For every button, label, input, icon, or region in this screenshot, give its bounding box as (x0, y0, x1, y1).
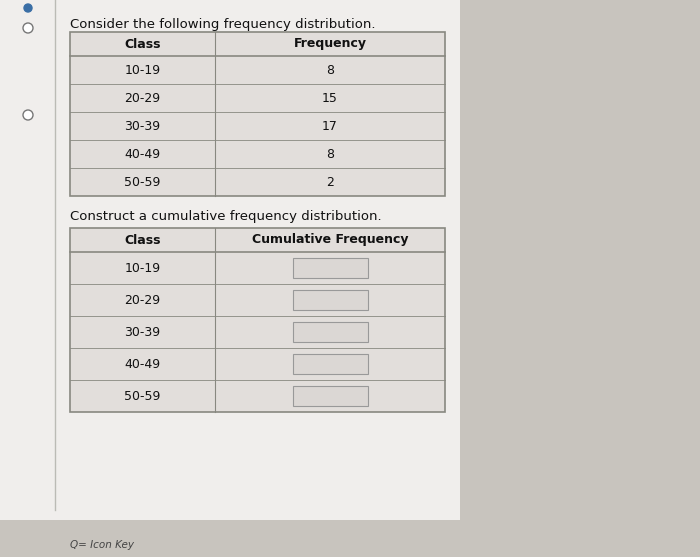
FancyBboxPatch shape (293, 258, 368, 278)
Text: 20-29: 20-29 (125, 91, 160, 105)
Text: 10-19: 10-19 (125, 261, 160, 275)
Text: Q= Icon Key: Q= Icon Key (70, 540, 134, 550)
Text: Frequency: Frequency (293, 37, 367, 51)
Text: 40-49: 40-49 (125, 358, 160, 370)
Text: 50-59: 50-59 (125, 175, 161, 188)
Text: 10-19: 10-19 (125, 63, 160, 76)
Text: 8: 8 (326, 63, 334, 76)
FancyBboxPatch shape (70, 32, 445, 196)
Circle shape (23, 23, 33, 33)
Text: 15: 15 (322, 91, 338, 105)
FancyBboxPatch shape (70, 228, 445, 412)
Text: 30-39: 30-39 (125, 325, 160, 339)
FancyBboxPatch shape (293, 322, 368, 342)
Text: Class: Class (125, 233, 161, 247)
Text: 8: 8 (326, 148, 334, 160)
Text: Construct a cumulative frequency distribution.: Construct a cumulative frequency distrib… (70, 210, 382, 223)
Text: Class: Class (125, 37, 161, 51)
Circle shape (24, 4, 32, 12)
Text: 2: 2 (326, 175, 334, 188)
FancyBboxPatch shape (0, 0, 460, 520)
Text: Cumulative Frequency: Cumulative Frequency (252, 233, 408, 247)
Text: 30-39: 30-39 (125, 120, 160, 133)
Text: 17: 17 (322, 120, 338, 133)
Text: Consider the following frequency distribution.: Consider the following frequency distrib… (70, 18, 375, 31)
Circle shape (23, 110, 33, 120)
Text: 40-49: 40-49 (125, 148, 160, 160)
Text: 20-29: 20-29 (125, 294, 160, 306)
Text: 50-59: 50-59 (125, 389, 161, 403)
FancyBboxPatch shape (293, 386, 368, 406)
FancyBboxPatch shape (293, 354, 368, 374)
FancyBboxPatch shape (293, 290, 368, 310)
